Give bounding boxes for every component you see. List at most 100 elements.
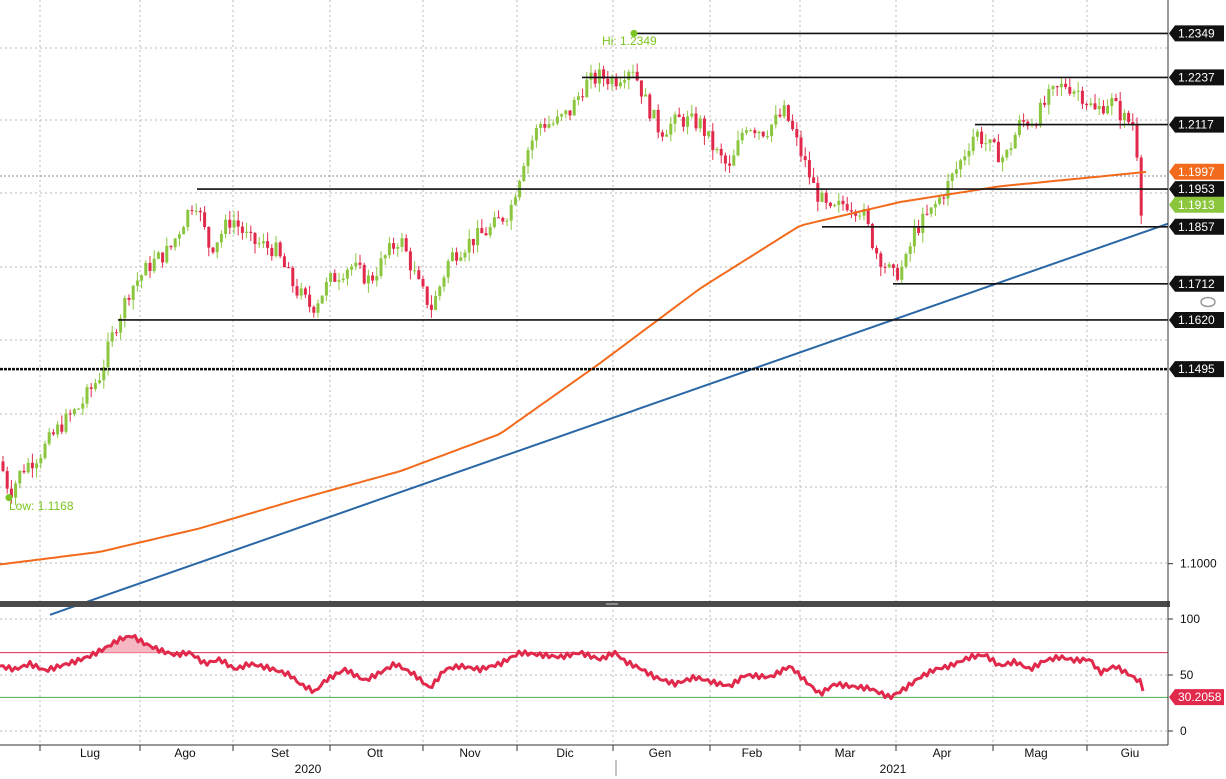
candle-body [1005, 150, 1009, 158]
candle-body [849, 210, 853, 212]
candle-body [404, 238, 408, 252]
candle-body [392, 243, 396, 249]
level-label-bg [1169, 69, 1224, 86]
trendline [49, 222, 1169, 616]
candle-body [60, 424, 64, 432]
candle-body [30, 462, 34, 469]
candle-body [1089, 103, 1093, 106]
candle-body [488, 227, 492, 236]
candle-body [64, 413, 68, 432]
level-label-bg [1169, 25, 1224, 42]
candle-body [950, 173, 954, 182]
candle-body [9, 488, 13, 498]
series-value-label-bg [1169, 163, 1224, 180]
candle-body [656, 109, 660, 133]
candle-body [253, 232, 257, 244]
candle-body [954, 169, 958, 174]
candle-body [824, 192, 828, 203]
level-label-bg [1169, 181, 1224, 198]
candle-body [698, 118, 702, 129]
candle-body [690, 113, 694, 117]
candle-body [648, 94, 652, 119]
candle-body [1131, 122, 1135, 125]
candle-body [85, 387, 89, 404]
candle-body [459, 257, 463, 261]
candle-body [870, 223, 874, 249]
candle-body [266, 241, 270, 248]
candle-body [39, 457, 43, 464]
panel-separator[interactable] [0, 601, 1170, 607]
candle-body [770, 124, 774, 137]
candle-body [597, 69, 601, 84]
series-value-label: 1.1913 [1178, 198, 1215, 212]
candle-body [963, 156, 967, 161]
candle-body [131, 285, 135, 300]
candle-body [421, 279, 425, 287]
candle-body [904, 253, 908, 267]
candle-body [971, 136, 975, 151]
candle-body [933, 203, 937, 208]
candle-body [774, 114, 778, 125]
candle-body [681, 117, 685, 127]
candle-body [673, 114, 677, 124]
moving-average-line [0, 170, 1147, 566]
candle-body [975, 131, 979, 137]
candle-body [576, 96, 580, 100]
candle-body [123, 297, 127, 319]
candle-body [35, 463, 39, 469]
candle-body [765, 136, 769, 138]
candle-body [627, 71, 631, 81]
candle-body [644, 94, 648, 97]
level-label: 1.2117 [1178, 118, 1214, 132]
candle-body [169, 245, 173, 248]
candle-body [1114, 98, 1118, 101]
candle-body [749, 130, 753, 132]
candle-body [1009, 148, 1013, 151]
candle-body [572, 99, 576, 116]
candle-body [660, 132, 664, 137]
level-label-bg [1169, 275, 1224, 292]
crosshair-handle-icon[interactable] [1200, 296, 1216, 308]
low-marker [5, 494, 13, 502]
x-month-label: Apr [933, 746, 952, 760]
x-year-2021: 2021 [880, 762, 907, 776]
x-month-label: Dic [556, 746, 573, 760]
candle-body [450, 252, 454, 261]
candle-body [182, 227, 186, 235]
candle-body [891, 264, 895, 268]
candle-body [778, 114, 782, 117]
candle-body [5, 471, 9, 489]
candle-body [723, 155, 727, 164]
candle-body [68, 413, 72, 415]
candle-body [929, 207, 933, 214]
candle-body [1017, 120, 1021, 135]
candle-body [652, 109, 656, 119]
candle-body [484, 233, 488, 236]
candle-body [807, 160, 811, 178]
candle-body [539, 124, 543, 128]
candle-body [942, 197, 946, 199]
candle-body [1051, 86, 1055, 90]
candle-body [560, 114, 564, 117]
candle-body [1110, 98, 1114, 107]
candle-body [513, 197, 517, 205]
candle-body [812, 177, 816, 183]
candle-body [98, 380, 102, 384]
candle-body [980, 131, 984, 144]
rsi-tick-label: 50 [1180, 668, 1194, 682]
candle-body [875, 248, 879, 254]
candle-body [308, 294, 312, 307]
candle-body [497, 217, 501, 219]
candle-body [408, 251, 412, 271]
level-label-bg [1169, 116, 1224, 133]
candle-body [26, 462, 30, 473]
series-labels: 1.2349 1.2237 1.2117 1.1953 1.1857 1.1712 1.16… [1169, 25, 1224, 706]
candle-body [476, 228, 480, 246]
x-month-label: Ago [174, 746, 196, 760]
candle-body [350, 266, 354, 270]
x-month-label: Feb [742, 746, 763, 760]
candle-body [77, 408, 81, 410]
candle-body [547, 124, 551, 128]
